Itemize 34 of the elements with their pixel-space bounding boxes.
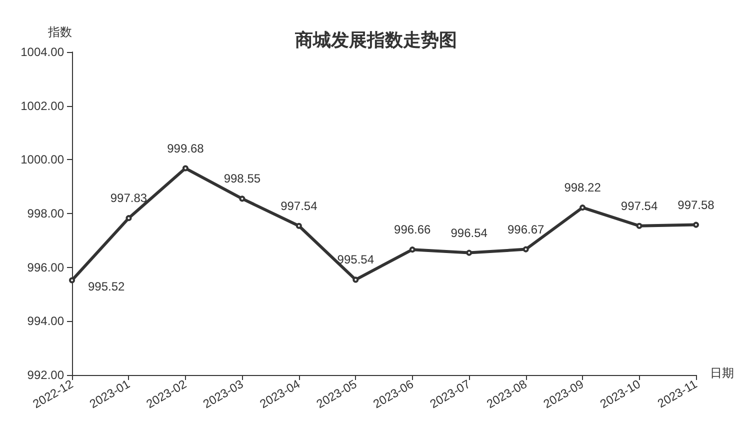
data-label: 998.22 [564, 180, 602, 195]
data-label: 997.83 [110, 191, 148, 206]
point [409, 246, 416, 253]
y-axis-title: 指数 [47, 25, 72, 39]
y-tick-label: 1000.00 [20, 152, 64, 167]
data-label: 997.54 [620, 198, 658, 213]
point [580, 204, 586, 211]
y-tick-label: 994.00 [27, 314, 64, 328]
data-label: 995.54 [337, 252, 374, 267]
point [636, 222, 642, 229]
point [466, 250, 472, 256]
data-label: 998.55 [224, 172, 261, 186]
point [239, 196, 246, 202]
data-label: 996.66 [394, 222, 432, 237]
data-label: 999.68 [167, 141, 204, 156]
data-label: 997.58 [678, 198, 715, 212]
y-tick-label: 1002.00 [20, 98, 64, 113]
point [522, 246, 529, 252]
point [352, 276, 359, 283]
point [693, 222, 699, 228]
point [296, 222, 302, 229]
data-label: 997.54 [280, 198, 318, 213]
data-label: 996.54 [450, 226, 488, 240]
y-tick-label: 996.00 [27, 260, 64, 274]
point [182, 165, 188, 172]
data-label: 995.52 [88, 279, 126, 294]
y-tick-label: 992.00 [27, 368, 64, 382]
chart-title: 商城发展指数走势图 [294, 30, 457, 50]
x-axis-title: 日期 [710, 366, 734, 380]
data-label: 996.67 [507, 222, 544, 236]
point [126, 215, 132, 222]
point [69, 277, 75, 284]
y-tick-label: 1004.00 [20, 45, 64, 59]
y-tick-label: 998.00 [27, 206, 64, 220]
